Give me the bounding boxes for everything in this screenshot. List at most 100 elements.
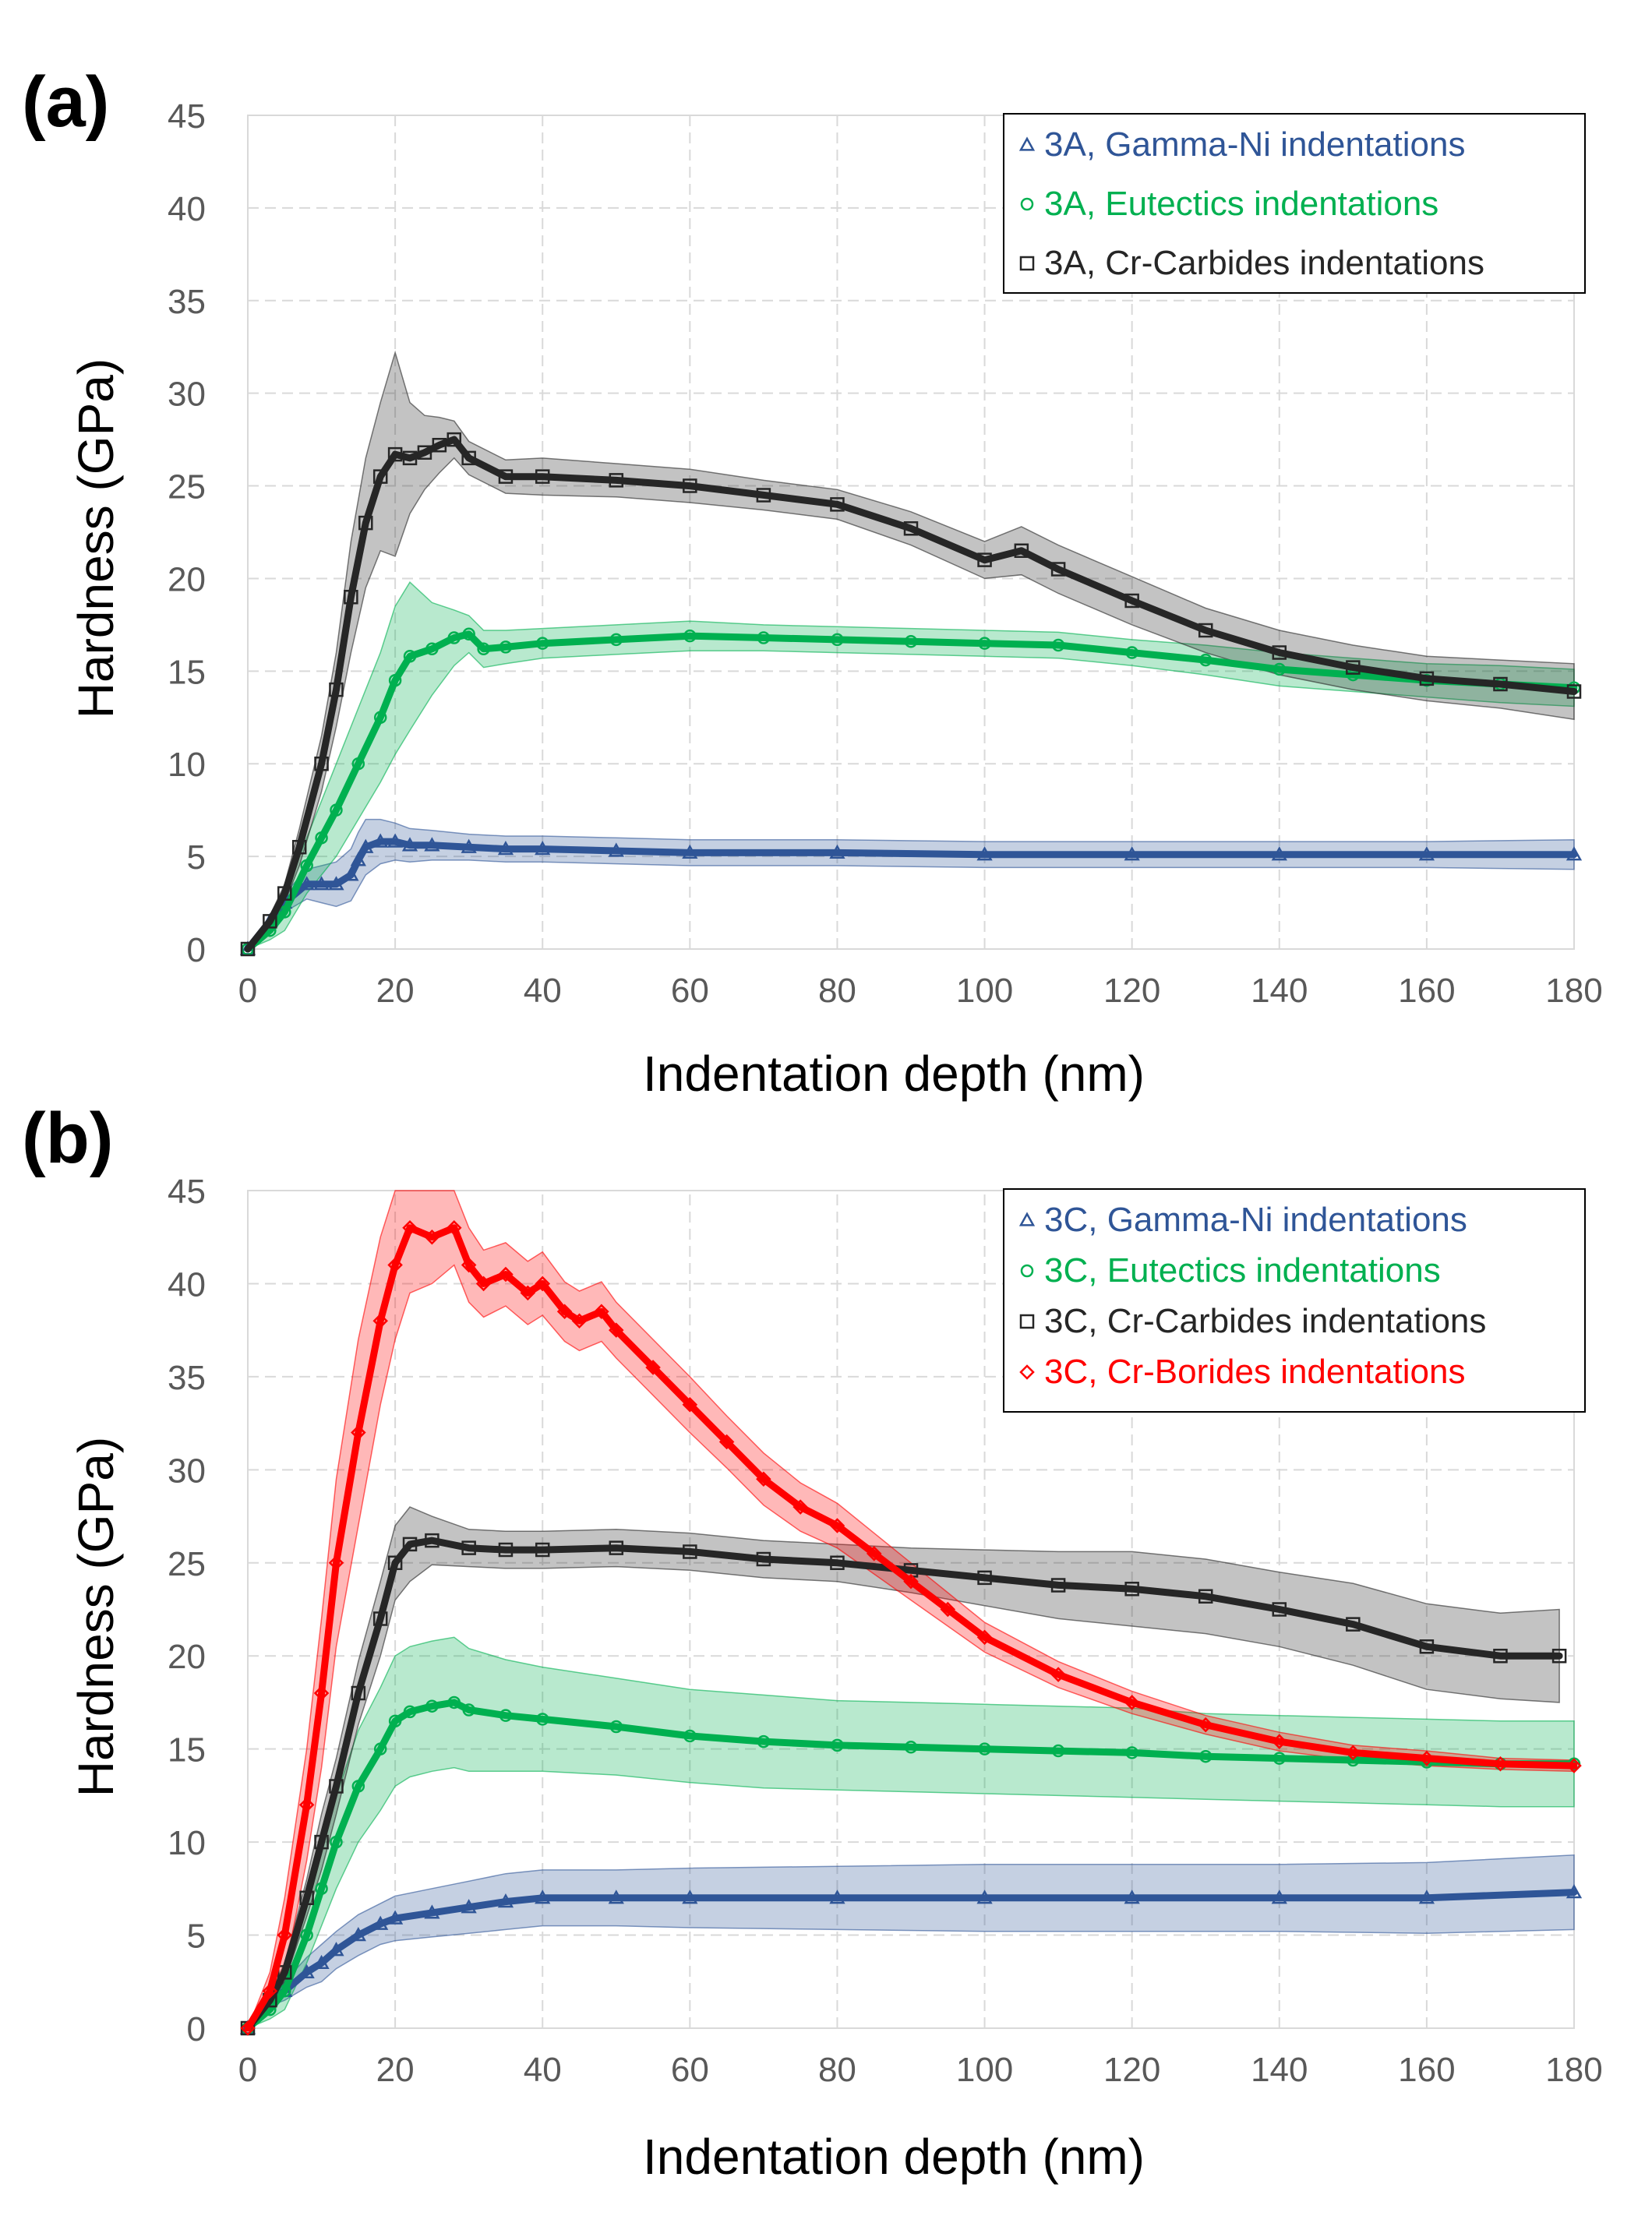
data-point [425,642,439,656]
panel-a: (a) 0 20 40 60 80 100 120 140 160 180 0 5 10 15 20 25 30… [22,62,1603,1102]
series-line [244,436,1578,953]
data-point [447,1695,461,1710]
x-tick-label: 40 [524,2051,562,2089]
data-point [609,1720,623,1734]
data-point [757,631,771,644]
data-point [535,469,550,484]
data-point [313,1685,330,1701]
data-point [424,1904,440,1919]
data-point [462,1703,475,1717]
data-point [387,1257,403,1273]
y-tick-label: 10 [168,746,206,784]
y-tick-label: 15 [168,653,206,691]
data-point [350,1926,366,1942]
data-point [535,637,549,650]
data-point [388,1714,402,1728]
data-point [298,876,315,891]
data-point [940,1601,956,1618]
data-point [571,1313,588,1328]
x-tick-label: 160 [1398,972,1455,1010]
data-point [425,1699,439,1713]
data-point [977,552,992,567]
data-point [372,1915,389,1930]
legend-label: 3C, Gamma-Ni indentations [1044,1201,1467,1239]
data-point [682,844,698,859]
y-axis-title-a: Hardness (GPa) [68,358,124,718]
y-tick-label: 5 [187,1918,206,1956]
data-point [1493,676,1508,692]
data-point [1419,1750,1435,1766]
data-point [314,1834,329,1850]
data-point [904,1741,918,1754]
data-point [388,673,402,687]
data-point [461,838,477,853]
data-point [1566,1884,1583,1899]
y-tick-label: 0 [187,2010,206,2048]
y-tick-label: 10 [168,1824,206,1862]
data-point [1198,1749,1213,1763]
data-point [609,633,623,647]
y-tick-label: 30 [168,1452,206,1490]
data-point [291,839,307,855]
data-point [1419,671,1435,686]
data-point [756,488,771,503]
data-point [1125,1746,1138,1759]
data-point [866,1546,882,1561]
data-point [329,682,344,697]
data-point [830,1555,845,1571]
data-point [358,515,373,531]
data-point [372,469,388,484]
data-point [535,1542,550,1558]
y-tick-label: 35 [168,1359,206,1397]
data-point [829,1518,845,1533]
data-point [262,1983,278,1999]
data-point [683,629,697,643]
data-point [904,635,918,648]
legend-label: 3C, Cr-Carbides indentations [1044,1302,1486,1340]
data-point [425,1533,439,1548]
legend-label: 3C, Cr-Borides indentations [1044,1353,1465,1391]
y-tick-label: 20 [168,560,206,598]
data-point [498,1266,514,1283]
y-tick-label: 40 [168,190,206,228]
data-point [372,833,389,848]
data-point [499,1709,513,1722]
data-point [372,1611,388,1626]
x-tick-label: 60 [671,972,709,1010]
data-point [328,1555,344,1571]
y-tick-label: 45 [168,1173,206,1211]
data-point [402,450,418,466]
data-point [645,1360,661,1375]
data-point [403,650,417,663]
data-point [477,642,490,656]
x-tick-label: 100 [956,972,1013,1010]
data-point [756,1471,771,1487]
data-point [351,1780,365,1793]
x-tick-label: 20 [376,2051,415,2089]
legend-box-a [1003,113,1586,294]
data-point [831,633,844,647]
data-point [608,1890,624,1904]
data-point [314,756,329,771]
data-point [278,905,291,919]
data-point [756,1551,771,1567]
data-point [298,1964,315,1978]
data-point [1198,623,1213,638]
data-point [313,1954,330,1970]
data-point [976,846,993,861]
data-point [497,1893,514,1908]
legend-label: 3A, Gamma-Ni indentations [1044,125,1465,164]
data-point [683,1544,697,1559]
data-point [277,1927,293,1943]
data-point [1014,543,1029,559]
data-point [535,1276,550,1292]
data-point [609,473,624,488]
data-point [1272,645,1287,660]
y-tick-label: 20 [168,1638,206,1676]
series-lines-b [239,1220,1583,2036]
data-point [240,2020,256,2036]
data-point [829,844,845,859]
data-point [300,859,313,873]
data-point [277,1965,292,1980]
